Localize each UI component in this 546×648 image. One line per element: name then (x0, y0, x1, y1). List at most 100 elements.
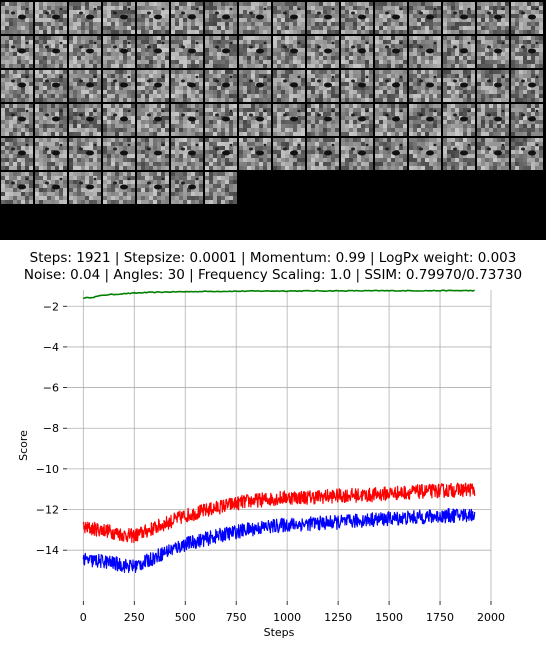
sample-image-tile (375, 2, 407, 34)
x-tick-label: 2000 (477, 611, 505, 624)
sample-image-tile (443, 70, 475, 102)
sample-image-tile (35, 36, 67, 68)
sample-image-tile (477, 138, 509, 170)
y-axis-label: Score (17, 430, 30, 461)
sample-image-tile (409, 104, 441, 136)
chart-title-line-2: Noise: 0.04 | Angles: 30 | Frequency Sca… (23, 267, 523, 283)
sample-image-tile (375, 104, 407, 136)
sample-image-tile (103, 70, 135, 102)
sample-image-tile (103, 104, 135, 136)
sample-image-tile (1, 104, 33, 136)
sample-image-tile (273, 104, 305, 136)
x-tick-label: 1000 (273, 611, 301, 624)
sample-image-tile (409, 70, 441, 102)
x-tick-label: 1250 (324, 611, 352, 624)
sample-image-mosaic (0, 0, 546, 240)
sample-image-tile (69, 70, 101, 102)
y-tick-label: −8 (43, 422, 59, 435)
sample-image-tile (341, 138, 373, 170)
sample-image-tile (205, 36, 237, 68)
series-line-0 (83, 289, 475, 300)
sample-image-tile (307, 2, 339, 34)
y-tick-label: −2 (43, 300, 59, 313)
sample-image-tile (443, 36, 475, 68)
sample-image-tile (511, 104, 543, 136)
x-tick-label: 1750 (426, 611, 454, 624)
sample-image-tile (443, 2, 475, 34)
sample-image-tile (341, 36, 373, 68)
sample-image-tile (511, 70, 543, 102)
sample-image-tile (69, 104, 101, 136)
sample-image-tile (205, 138, 237, 170)
x-tick-label: 0 (80, 611, 87, 624)
sample-image-tile (273, 70, 305, 102)
chart-title-line-1: Steps: 1921 | Stepsize: 0.0001 | Momentu… (29, 250, 517, 266)
sample-image-tile (409, 36, 441, 68)
sample-image-tile (375, 70, 407, 102)
sample-image-tile (1, 2, 33, 34)
sample-image-tile (171, 172, 203, 204)
sample-image-tile (239, 36, 271, 68)
sample-image-tile (103, 2, 135, 34)
sample-image-tile (443, 104, 475, 136)
sample-image-tile (171, 104, 203, 136)
sample-image-tile (443, 138, 475, 170)
sample-image-tile (35, 138, 67, 170)
sample-image-tile (511, 138, 543, 170)
sample-image-tile (103, 36, 135, 68)
sample-image-tile (205, 70, 237, 102)
x-axis-label: Steps (264, 626, 295, 639)
y-tick-label: −6 (43, 382, 59, 395)
y-tick-label: −10 (36, 463, 59, 476)
sample-image-tile (307, 104, 339, 136)
sample-image-tile (35, 172, 67, 204)
x-tick-label: 500 (175, 611, 196, 624)
y-tick-label: −12 (36, 504, 59, 517)
sample-image-tile (205, 104, 237, 136)
series-line-2 (82, 508, 476, 573)
sample-image-tile (171, 2, 203, 34)
sample-image-tile (137, 2, 169, 34)
sample-image-tile (205, 2, 237, 34)
sample-image-tile (307, 138, 339, 170)
sample-image-tile (409, 2, 441, 34)
x-tick-label: 1500 (375, 611, 403, 624)
sample-image-tile (307, 70, 339, 102)
sample-image-tile (171, 138, 203, 170)
sample-image-tile (69, 36, 101, 68)
chart-title: Steps: 1921 | Stepsize: 0.0001 | Momentu… (0, 250, 546, 284)
sample-image-tile (69, 138, 101, 170)
sample-image-tile (375, 36, 407, 68)
sample-image-tile (137, 138, 169, 170)
sample-image-tile (511, 36, 543, 68)
sample-image-tile (103, 138, 135, 170)
sample-image-tile (1, 70, 33, 102)
sample-image-tile (171, 36, 203, 68)
sample-image-tile (341, 104, 373, 136)
sample-image-tile (239, 2, 271, 34)
sample-image-tile (137, 172, 169, 204)
sample-image-tile (341, 70, 373, 102)
sample-image-tile (1, 172, 33, 204)
sample-image-tile (375, 138, 407, 170)
sample-image-tile (409, 138, 441, 170)
x-tick-label: 250 (124, 611, 145, 624)
sample-image-tile (69, 172, 101, 204)
sample-image-tile (35, 104, 67, 136)
sample-image-tile (477, 104, 509, 136)
sample-image-tile (103, 172, 135, 204)
sample-image-tile (1, 36, 33, 68)
sample-image-tile (171, 70, 203, 102)
sample-image-tile (477, 70, 509, 102)
sample-image-tile (35, 2, 67, 34)
sample-image-tile (1, 138, 33, 170)
sample-image-tile (239, 70, 271, 102)
sample-image-tile (205, 172, 237, 204)
x-tick-label: 750 (226, 611, 247, 624)
sample-image-tile (341, 2, 373, 34)
sample-image-tile (69, 2, 101, 34)
sample-image-tile (273, 2, 305, 34)
sample-image-tile (35, 70, 67, 102)
sample-image-tile (239, 104, 271, 136)
